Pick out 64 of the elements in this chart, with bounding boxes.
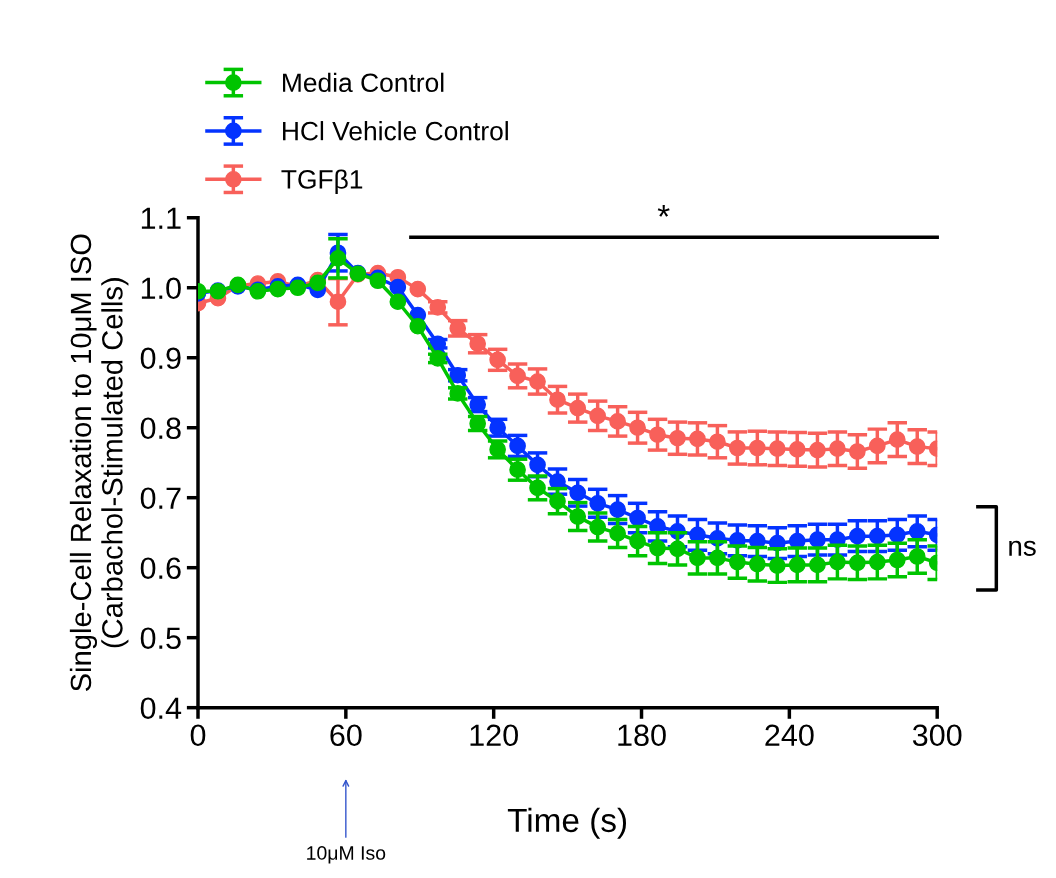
point — [729, 439, 746, 457]
point — [809, 441, 826, 459]
point — [849, 554, 866, 572]
point — [389, 293, 407, 311]
point — [549, 492, 566, 510]
x-axis-title: Time (s) — [507, 807, 627, 839]
x-tick-label: 120 — [470, 724, 518, 747]
point — [569, 508, 587, 525]
point — [629, 509, 646, 527]
point — [329, 293, 347, 311]
legend-label: Media Control — [283, 72, 444, 93]
point — [589, 518, 606, 536]
point — [529, 479, 546, 497]
y-tick-label: 1.1 — [141, 207, 181, 229]
x-tick-label: 180 — [618, 724, 666, 747]
point — [649, 426, 666, 444]
point — [908, 548, 926, 565]
point — [709, 433, 726, 451]
y-tick-label: 0.5 — [140, 627, 181, 650]
point — [629, 532, 646, 550]
point — [669, 429, 686, 447]
point — [329, 250, 347, 267]
point — [649, 539, 666, 557]
x-tick-label: 300 — [912, 724, 962, 747]
point — [529, 456, 546, 474]
point — [589, 407, 606, 425]
y-tick-label: 0.7 — [140, 487, 181, 510]
text: 10μM Iso — [307, 846, 386, 864]
point — [748, 439, 766, 457]
point — [868, 437, 886, 455]
y-tick-label: 0.4 — [140, 697, 182, 720]
text: ns — [1009, 540, 1036, 556]
point — [768, 440, 786, 458]
point — [849, 443, 866, 460]
point — [689, 430, 706, 448]
y-tick-label: 0.8 — [140, 417, 181, 440]
point — [609, 501, 626, 518]
point — [549, 391, 566, 409]
legend-label: TGFβ1 — [281, 169, 363, 194]
point — [389, 278, 407, 296]
x-tick-label: 60 — [330, 724, 362, 747]
point — [788, 441, 806, 458]
point — [868, 553, 886, 571]
point — [409, 317, 427, 335]
x-tick-label: 0 — [190, 724, 206, 747]
point — [609, 413, 626, 430]
point — [569, 484, 587, 502]
point — [569, 399, 587, 417]
x-tick-label: 240 — [765, 724, 814, 747]
point — [509, 367, 526, 385]
point — [908, 438, 926, 455]
legend-label: HCl Vehicle Control — [283, 121, 508, 141]
y-tick-label: 0.9 — [140, 347, 181, 370]
point — [529, 373, 546, 390]
y-tick-label: 0.6 — [140, 557, 181, 580]
text: * — [657, 205, 670, 217]
y-tick-label: 1.0 — [141, 277, 181, 300]
y-axis-title: Single-Cell Relaxation to 10μM ISO (Carbachol-Stimulated Cells) — [69, 234, 129, 692]
point — [829, 440, 846, 458]
point — [629, 419, 646, 437]
point — [409, 280, 427, 298]
point — [609, 525, 626, 542]
point — [888, 431, 906, 448]
point — [589, 494, 606, 512]
